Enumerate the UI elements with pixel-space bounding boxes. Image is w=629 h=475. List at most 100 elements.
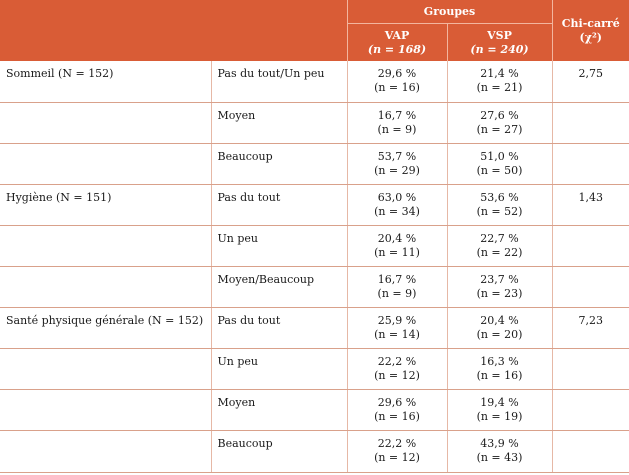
row-level: Moyen xyxy=(210,389,347,431)
vap-count: (n = 29) xyxy=(374,163,420,177)
vsp-count: (n = 22) xyxy=(476,245,523,259)
vsp-percent: 22,7 % xyxy=(480,231,519,245)
row-level: Moyen/Beaucoup xyxy=(210,266,347,308)
row-vsp: 22,7 % (n = 22) xyxy=(446,225,553,267)
vap-percent: 20,4 % xyxy=(377,231,417,245)
vap-percent: 53,7 % xyxy=(377,149,417,163)
row-category: Sommeil (N = 152) xyxy=(0,61,211,103)
table-header: Groupes Chi-carré (χ²) VAP (n = 168) VSP… xyxy=(0,0,629,61)
vap-percent: 25,9 % xyxy=(377,313,417,327)
row-vap: 53,7 % (n = 29) xyxy=(346,143,447,185)
vsp-percent: 16,3 % xyxy=(480,354,519,368)
row-vsp: 51,0 % (n = 50) xyxy=(446,143,553,185)
header-vsp-name: VSP xyxy=(487,28,512,42)
row-category xyxy=(0,430,211,473)
vap-count: (n = 34) xyxy=(374,204,420,218)
table-row: Un peu 22,2 % (n = 12) 16,3 % (n = 16) xyxy=(0,348,629,390)
header-chi-symbol: (χ²) xyxy=(579,30,602,44)
table-row: Moyen 29,6 % (n = 16) 19,4 % (n = 19) xyxy=(0,389,629,431)
vap-count: (n = 14) xyxy=(374,327,420,341)
vap-count: (n = 16) xyxy=(374,81,420,94)
table-row: Moyen/Beaucoup 16,7 % (n = 9) 23,7 % (n = … xyxy=(0,266,629,308)
vsp-percent: 51,0 % xyxy=(480,149,519,163)
row-category xyxy=(0,266,211,308)
vap-percent: 63,0 % xyxy=(377,190,417,204)
row-vsp: 53,6 % (n = 52) xyxy=(446,184,553,226)
vap-percent: 22,2 % xyxy=(377,354,417,368)
row-chi xyxy=(551,266,629,308)
row-chi xyxy=(551,389,629,431)
row-category xyxy=(0,102,211,144)
row-level: Pas du tout xyxy=(210,184,347,226)
table-row: Beaucoup 22,2 % (n = 12) 43,9 % (n = 43) xyxy=(0,430,629,473)
vsp-count: (n = 16) xyxy=(476,368,523,382)
row-chi: 2,75 xyxy=(551,61,629,103)
vsp-percent: 27,6 % xyxy=(480,108,519,122)
vsp-count: (n = 27) xyxy=(476,122,523,136)
row-vsp: 27,6 % (n = 27) xyxy=(446,102,553,144)
header-vap-n: (n = 168) xyxy=(367,42,427,56)
row-vap: 22,2 % (n = 12) xyxy=(346,348,447,390)
row-chi xyxy=(551,143,629,185)
row-vap: 25,9 % (n = 14) xyxy=(346,307,447,349)
header-vsp-n: (n = 240) xyxy=(470,42,529,56)
header-vsp: VSP (n = 240) xyxy=(447,23,553,61)
vsp-count: (n = 20) xyxy=(476,327,523,341)
row-vap: 22,2 % (n = 12) xyxy=(346,430,447,473)
vap-count: (n = 9) xyxy=(377,286,417,300)
vap-count: (n = 16) xyxy=(374,409,420,423)
vap-percent: 22,2 % xyxy=(377,436,417,450)
table-row: Hygiène (N = 151) Pas du tout 63,0 % (n =… xyxy=(0,184,629,226)
header-empty-level xyxy=(211,0,347,61)
row-vsp: 16,3 % (n = 16) xyxy=(446,348,553,390)
table-body: Sommeil (N = 152) Pas du tout/Un peu 29,… xyxy=(0,61,629,473)
row-chi xyxy=(551,225,629,267)
row-category xyxy=(0,389,211,431)
vap-count: (n = 9) xyxy=(377,122,417,136)
vap-percent: 16,7 % xyxy=(377,108,417,122)
vsp-percent: 19,4 % xyxy=(480,395,519,409)
table-row: Moyen 16,7 % (n = 9) 27,6 % (n = 27) xyxy=(0,102,629,144)
row-chi xyxy=(551,348,629,390)
vsp-percent: 43,9 % xyxy=(480,436,519,450)
vap-percent: 29,6 % xyxy=(377,395,417,409)
vsp-count: (n = 19) xyxy=(476,409,523,423)
row-vap: 20,4 % (n = 11) xyxy=(346,225,447,267)
row-chi: 1,43 xyxy=(551,184,629,226)
vsp-count: (n = 23) xyxy=(476,286,523,300)
row-level: Un peu xyxy=(210,225,347,267)
vap-percent: 16,7 % xyxy=(377,272,417,286)
row-level: Beaucoup xyxy=(210,143,347,185)
row-category xyxy=(0,225,211,267)
header-vap: VAP (n = 168) xyxy=(346,23,448,61)
vap-count: (n = 12) xyxy=(374,450,420,464)
header-chi-title: Chi-carré xyxy=(561,16,620,30)
vsp-percent: 23,7 % xyxy=(480,272,519,286)
vsp-count: (n = 52) xyxy=(476,204,523,218)
vsp-percent: 21,4 % xyxy=(480,67,519,80)
vsp-count: (n = 50) xyxy=(476,163,523,177)
row-vap: 16,7 % (n = 9) xyxy=(346,266,447,308)
row-vsp: 43,9 % (n = 43) xyxy=(446,430,553,473)
row-category: Hygiène (N = 151) xyxy=(0,184,211,226)
header-groups: Groupes xyxy=(346,0,553,24)
row-level: Beaucoup xyxy=(210,430,347,473)
vsp-count: (n = 43) xyxy=(476,450,523,464)
table-row: Sommeil (N = 152) Pas du tout/Un peu 29,… xyxy=(0,61,629,103)
header-empty-category xyxy=(0,0,211,61)
row-level: Pas du tout xyxy=(210,307,347,349)
row-chi xyxy=(551,102,629,144)
row-vap: 29,6 % (n = 16) xyxy=(346,61,447,103)
row-level: Un peu xyxy=(210,348,347,390)
header-chi-square: Chi-carré (χ²) xyxy=(552,0,629,61)
vap-count: (n = 11) xyxy=(374,245,420,259)
vsp-count: (n = 21) xyxy=(476,81,523,94)
row-category xyxy=(0,348,211,390)
row-chi: 7,23 xyxy=(551,307,629,349)
row-chi xyxy=(551,430,629,473)
row-vsp: 21,4 % (n = 21) xyxy=(446,61,553,103)
vsp-percent: 20,4 % xyxy=(480,313,519,327)
row-vap: 63,0 % (n = 34) xyxy=(346,184,447,226)
vsp-percent: 53,6 % xyxy=(480,190,519,204)
row-vap: 16,7 % (n = 9) xyxy=(346,102,447,144)
